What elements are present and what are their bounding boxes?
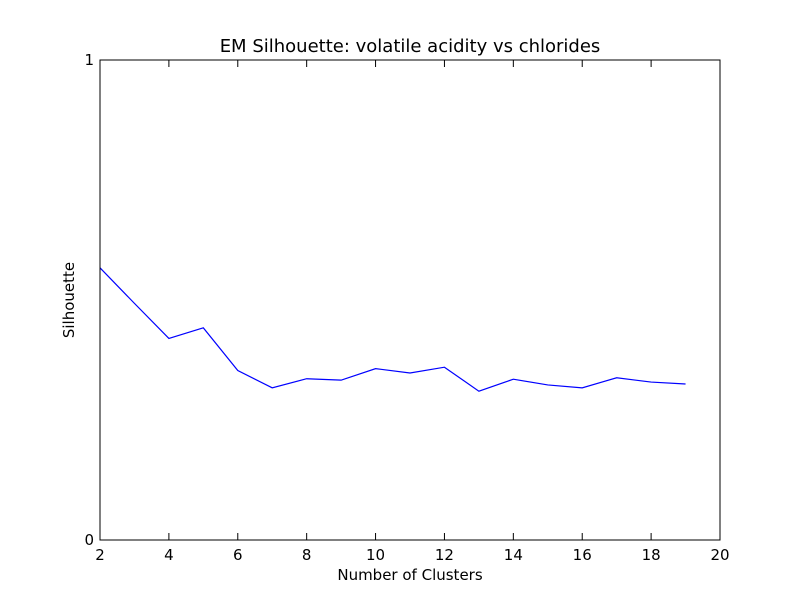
- x-axis-label: Number of Clusters: [337, 566, 482, 584]
- x-tick-label: 6: [233, 546, 243, 564]
- x-tick-label: 2: [95, 546, 105, 564]
- x-tick-label: 18: [642, 546, 661, 564]
- y-tick-label: 1: [84, 51, 94, 69]
- x-tick-label: 8: [302, 546, 312, 564]
- x-tick-label: 20: [710, 546, 729, 564]
- plot-frame: [99, 59, 721, 541]
- series-layer: [99, 267, 686, 392]
- y-tick-label: 0: [84, 531, 94, 549]
- x-tick-label: 10: [366, 546, 385, 564]
- x-tick-label: 4: [164, 546, 174, 564]
- x-tick-label: 16: [573, 546, 592, 564]
- series-line-0: [99, 267, 686, 392]
- x-axis-ticks: 2 4 6 8 10 12 14 16 18 20: [95, 60, 730, 564]
- x-tick-label: 12: [435, 546, 454, 564]
- y-axis-label: Silhouette: [60, 262, 78, 338]
- x-tick-label: 14: [504, 546, 523, 564]
- chart-title: EM Silhouette: volatile acidity vs chlor…: [220, 36, 601, 57]
- plot-area: [100, 60, 720, 540]
- y-axis-ticks: 01: [84, 51, 720, 549]
